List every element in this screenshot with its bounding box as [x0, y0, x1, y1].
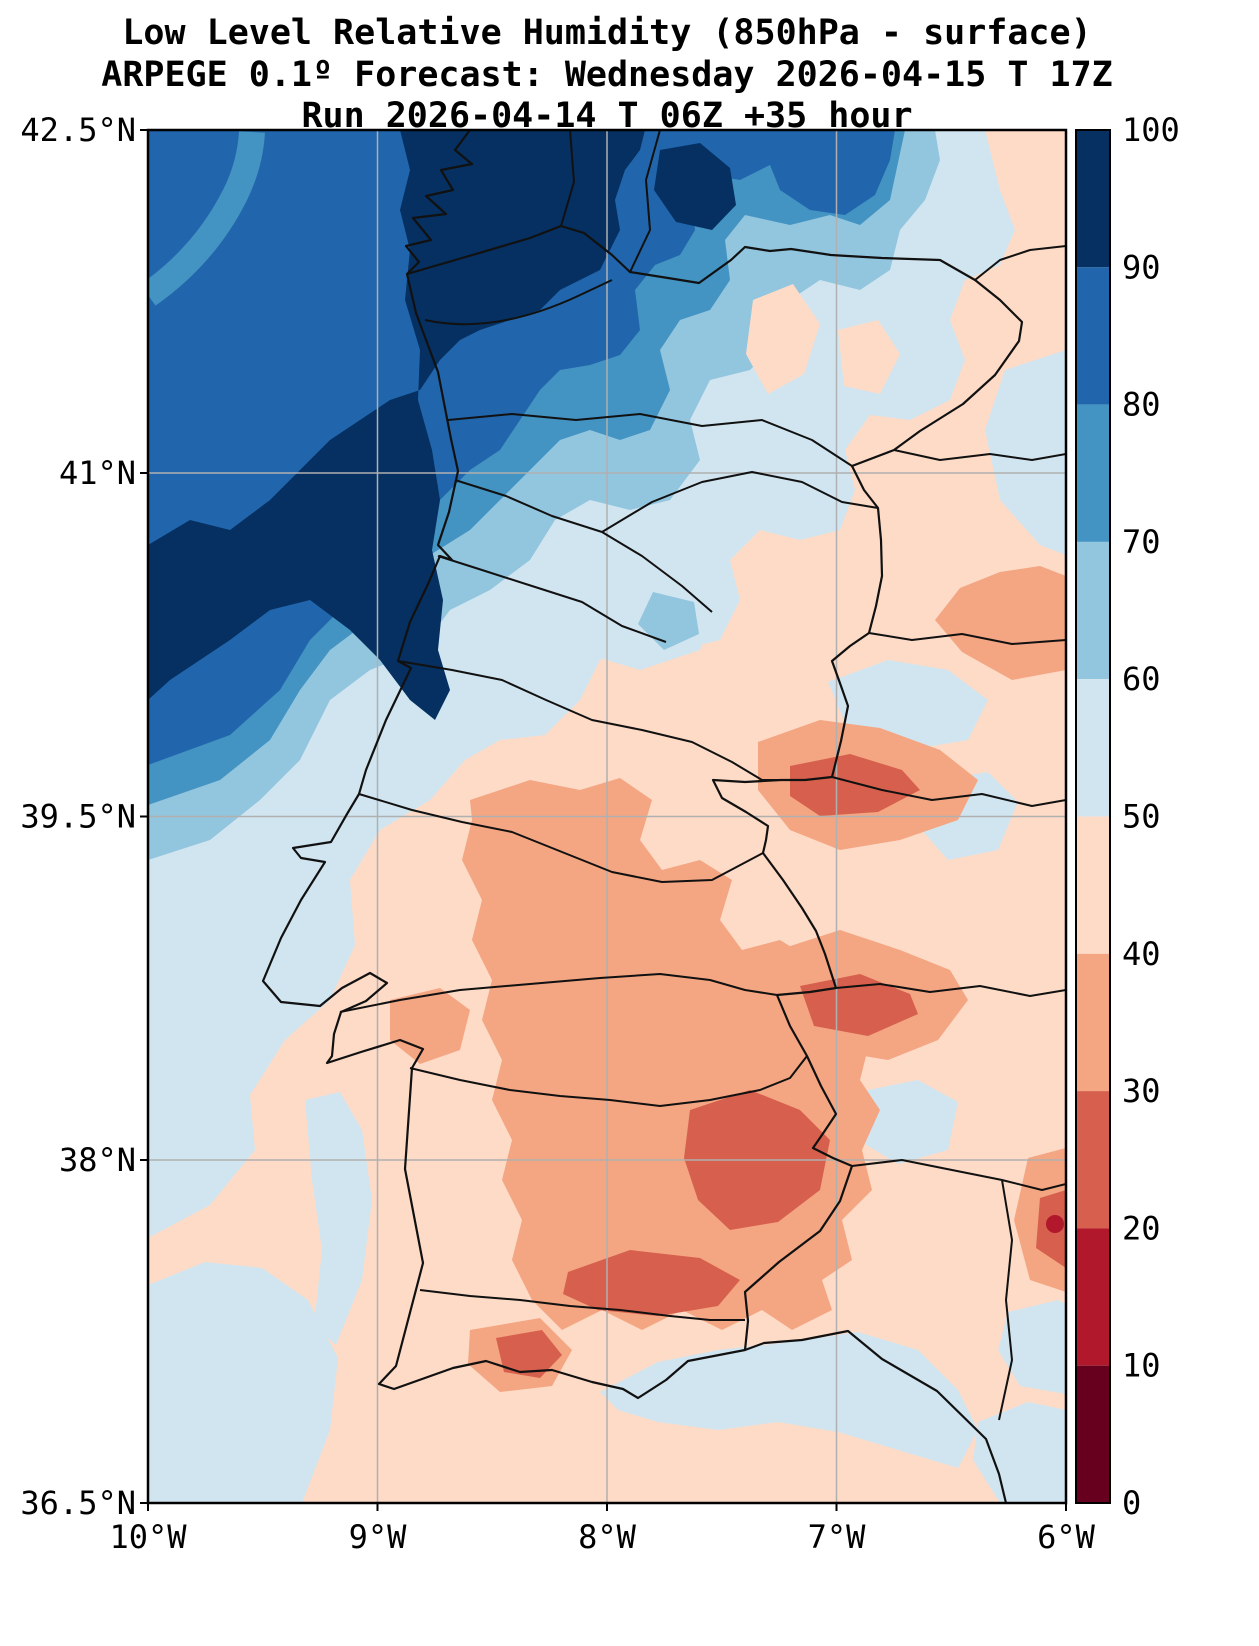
colorbar-tick-label: 100	[1122, 111, 1180, 149]
colorbar-tick-label: 80	[1122, 386, 1161, 424]
colorbar-band	[1076, 404, 1110, 542]
gridlines	[148, 130, 1066, 1503]
y-tick-label: 36.5°N	[20, 1484, 136, 1522]
y-tick-label: 39.5°N	[20, 798, 136, 836]
field-peach-patch-1	[746, 284, 820, 394]
field-corner-arc	[148, 130, 265, 306]
field-90-100-blob	[654, 143, 736, 230]
y-tick-label: 38°N	[59, 1141, 136, 1179]
x-tick-label: 8°W	[578, 1518, 637, 1556]
x-tick-label: 6°W	[1037, 1518, 1096, 1556]
field-20-30-core-6	[496, 1330, 562, 1378]
colorbar-band	[1076, 541, 1110, 680]
field-60-70-center-dot	[638, 592, 699, 650]
colorbar-tick-label: 30	[1122, 1072, 1161, 1110]
field-50-60-right-strip	[985, 350, 1066, 555]
field-20-30-core-1	[790, 754, 920, 816]
colorbar-band	[1076, 816, 1110, 954]
field-90-100-main	[148, 130, 645, 720]
colorbar-tick-label: 90	[1122, 248, 1161, 286]
colorbar-band	[1076, 953, 1110, 1092]
y-tick-label: 41°N	[59, 454, 136, 492]
colorbar-band	[1076, 679, 1110, 817]
colorbar-tick-label: 0	[1122, 1484, 1141, 1522]
colorbar-band	[1076, 267, 1110, 405]
title-line-1: Low Level Relative Humidity (850hPa - su…	[122, 13, 1091, 53]
coastline	[261, 130, 1008, 1503]
colorbar-tick-label: 10	[1122, 1347, 1161, 1385]
colorbar-tick-label: 20	[1122, 1209, 1161, 1247]
colorbar-tick-label: 40	[1122, 935, 1161, 973]
field-10-20-dot	[1046, 1215, 1064, 1233]
field-50-60-se-edge	[998, 1300, 1066, 1394]
axis-ticks	[140, 129, 1067, 1511]
x-tick-label: 10°W	[109, 1518, 187, 1556]
field-50-60-south-coast	[600, 1332, 978, 1468]
title-line-2: ARPEGE 0.1º Forecast: Wednesday 2026-04-…	[101, 55, 1112, 95]
colorbar: 100 90 80 70 60 50 40 30 20 10 0	[1075, 111, 1180, 1522]
x-tick-label: 9°W	[349, 1518, 408, 1556]
field-50-60-east-patch-3	[858, 1080, 958, 1164]
colorbar-band	[1076, 1365, 1110, 1503]
country-border	[406, 224, 1024, 1351]
colorbar-tick-label: 50	[1122, 798, 1161, 836]
x-tick-label: 7°W	[808, 1518, 867, 1556]
district-borders	[339, 130, 1066, 1421]
humidity-field	[148, 130, 1066, 1503]
colorbar-band	[1076, 130, 1110, 268]
field-50-60-se-corner	[973, 1402, 1066, 1503]
colorbar-frame	[1075, 129, 1111, 1504]
colorbar-band	[1076, 1228, 1110, 1366]
field-50-60-west-offshore	[305, 1092, 372, 1345]
colorbar-tick-label: 60	[1122, 660, 1161, 698]
y-tick-label: 42.5°N	[20, 111, 136, 149]
field-30-40-right-edge-north	[935, 566, 1066, 680]
field-50-60-sw-corner	[148, 1262, 338, 1503]
field-peach-patch-2	[838, 320, 900, 394]
colorbar-tick-label: 70	[1122, 523, 1161, 561]
colorbar-band	[1076, 1091, 1110, 1229]
